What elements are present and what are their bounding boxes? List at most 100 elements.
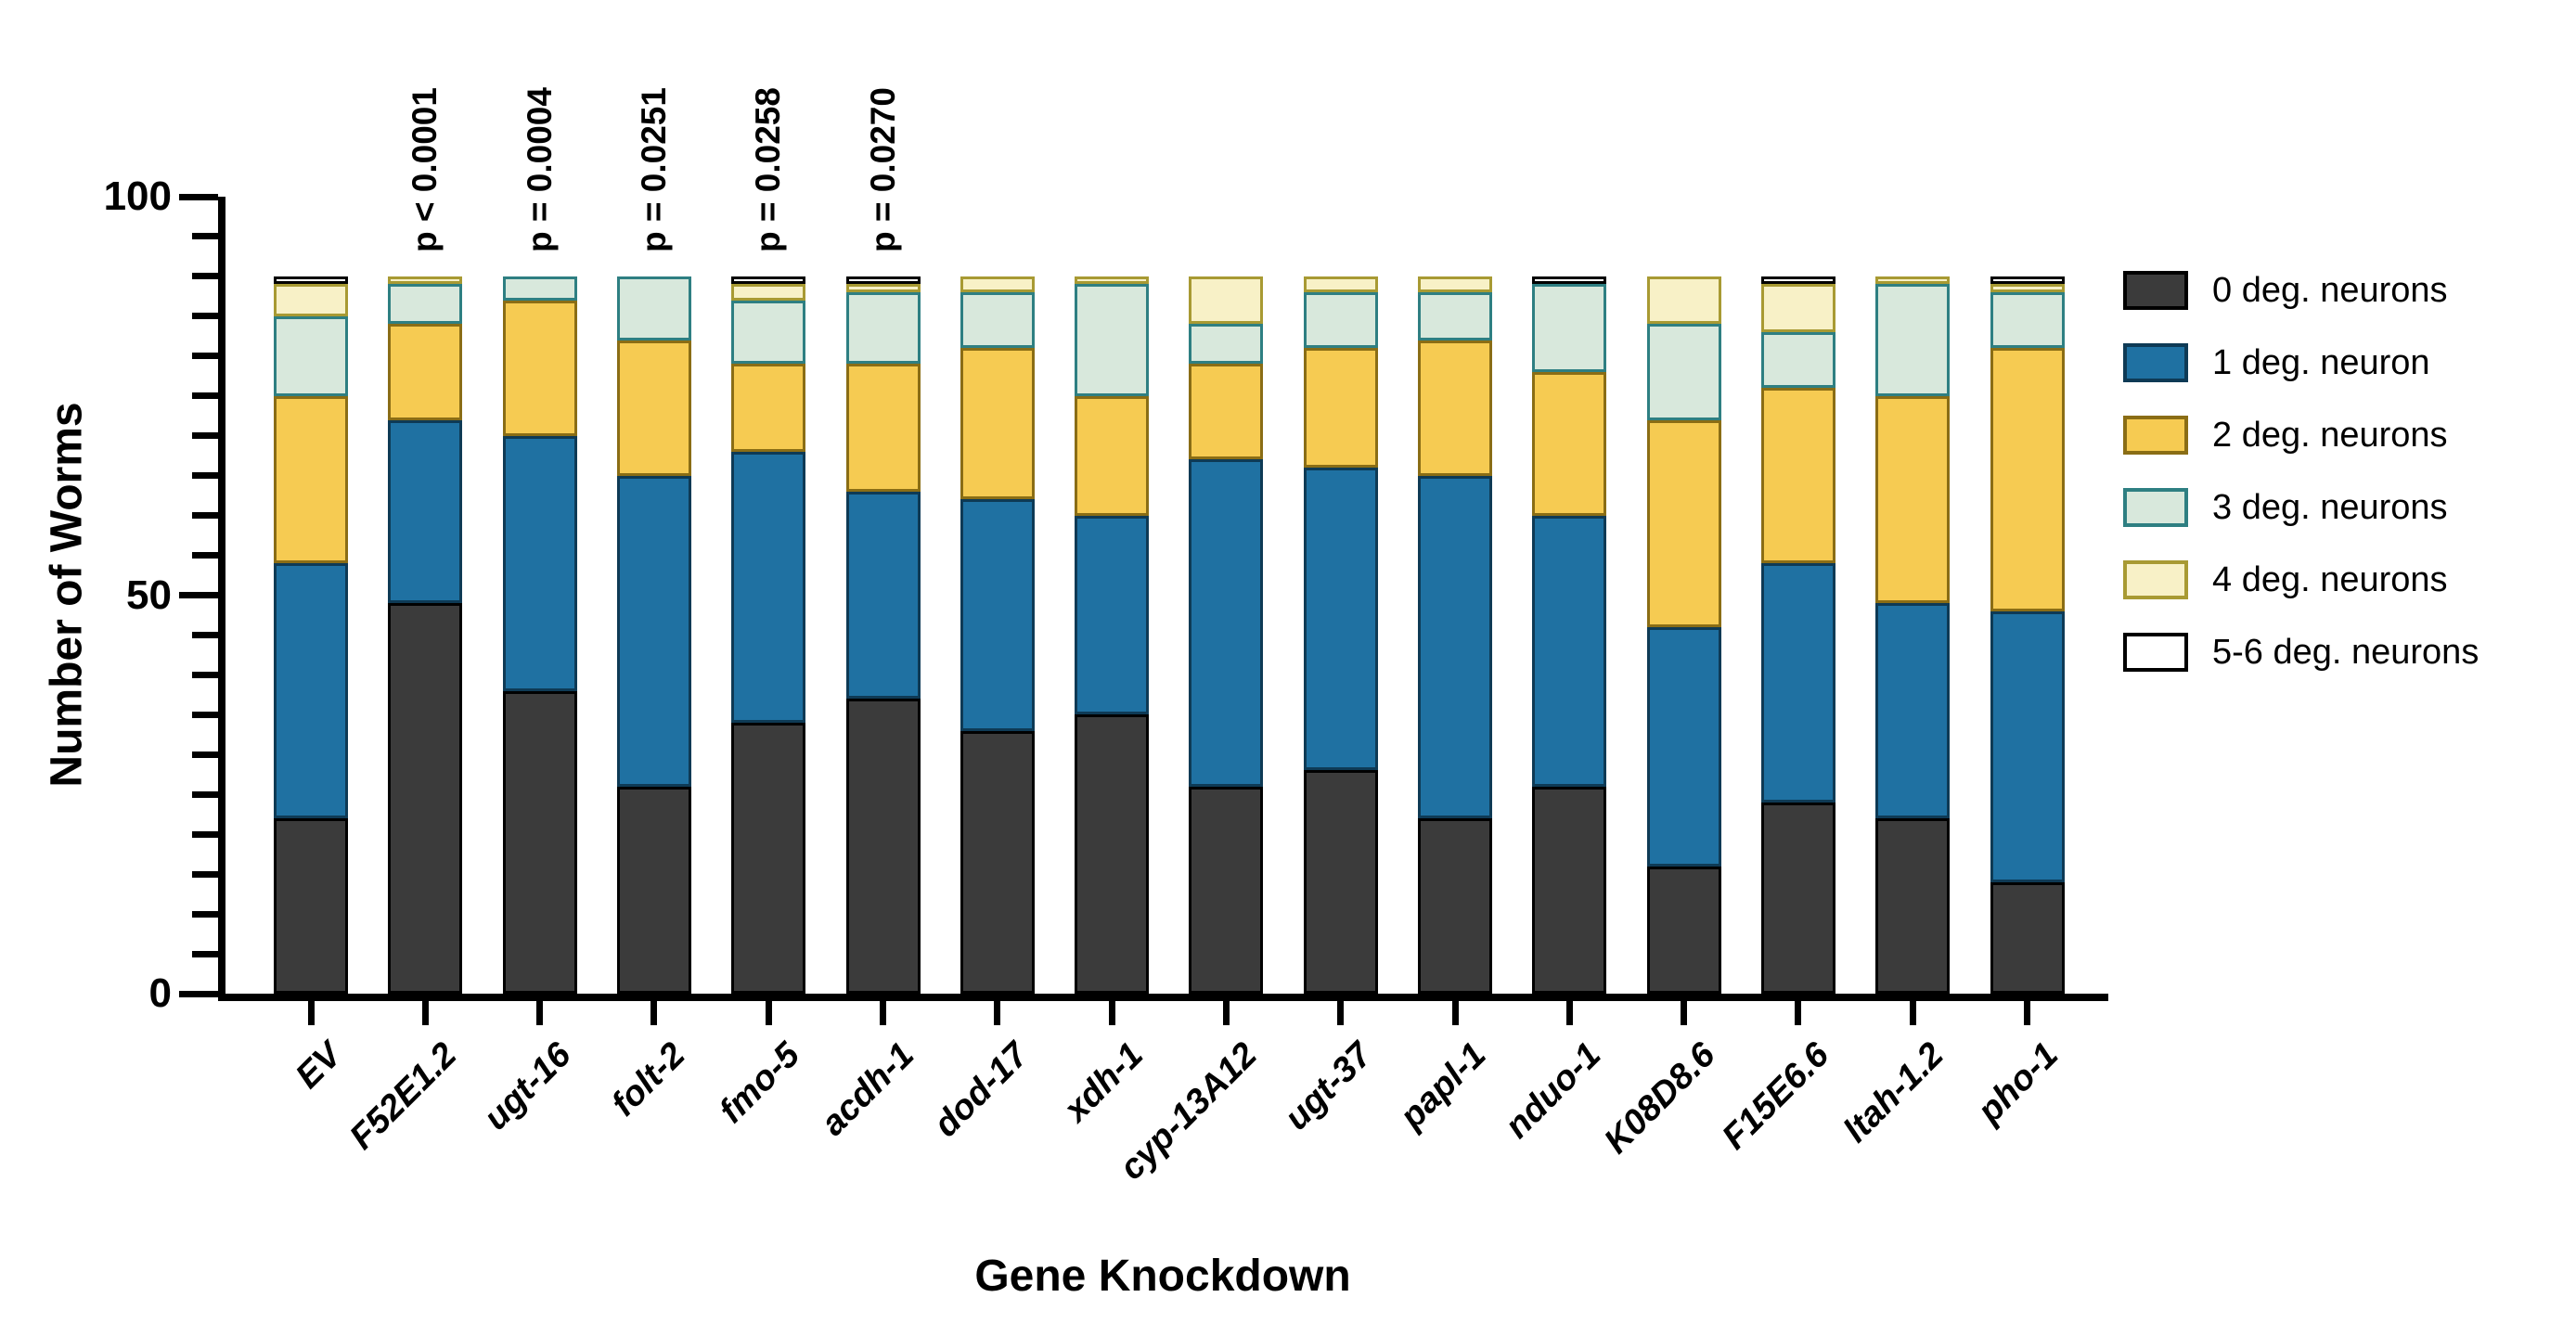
bar-segment-fmo-5 xyxy=(731,284,806,301)
x-tick xyxy=(1222,1001,1230,1025)
bar-segment-ugt-37 xyxy=(1303,276,1378,293)
bar-segment-K08D8.6 xyxy=(1646,324,1721,420)
bar-segment-papl-1 xyxy=(1418,818,1492,994)
x-tick-label: fmo-5 xyxy=(712,1035,807,1131)
legend-swatch xyxy=(2123,271,2188,310)
bar-segment-nduo-1 xyxy=(1532,284,1607,372)
bar-segment-ltah-1.2 xyxy=(1875,603,1951,818)
bar-segment-pho-1 xyxy=(1990,610,2065,882)
bar-segment-K08D8.6 xyxy=(1646,276,1721,325)
bar-segment-F52E1.2 xyxy=(388,324,463,420)
bar-segment-cyp-13A12 xyxy=(1189,364,1264,460)
x-tick xyxy=(307,1001,315,1025)
bar-segment-dod-17 xyxy=(960,730,1035,994)
bar-segment-ltah-1.2 xyxy=(1875,284,1951,396)
bar-segment-nduo-1 xyxy=(1532,371,1607,516)
bar-segment-acdh-1 xyxy=(845,292,921,365)
p-value-annotation: p = 0.0270 xyxy=(863,87,902,252)
legend-swatch xyxy=(2123,560,2188,599)
bar-segment-fmo-5 xyxy=(731,451,806,723)
x-tick xyxy=(650,1001,658,1025)
bar-segment-EV xyxy=(274,818,348,994)
x-tick-label: papl-1 xyxy=(1392,1035,1494,1137)
bar-segment-xdh-1 xyxy=(1075,395,1150,516)
bar-segment-acdh-1 xyxy=(845,491,921,700)
bar-segment-dod-17 xyxy=(960,499,1035,731)
x-tick xyxy=(994,1001,1001,1025)
bar-segment-papl-1 xyxy=(1418,475,1492,818)
y-tick-label: 50 xyxy=(126,572,172,618)
bar-segment-F15E6.6 xyxy=(1760,388,1835,564)
legend-swatch xyxy=(2123,633,2188,672)
bar-segment-ugt-16 xyxy=(502,435,577,691)
bar-segment-K08D8.6 xyxy=(1646,419,1721,627)
bar-segment-EV xyxy=(274,284,348,316)
bar-segment-K08D8.6 xyxy=(1646,866,1721,994)
bar-segment-cyp-13A12 xyxy=(1189,459,1264,787)
bar-segment-acdh-1 xyxy=(845,276,921,285)
y-tick xyxy=(192,751,218,758)
bar-segment-pho-1 xyxy=(1990,881,2065,994)
bar-segment-papl-1 xyxy=(1418,276,1492,293)
bar-segment-F15E6.6 xyxy=(1760,284,1835,333)
bar-segment-ltah-1.2 xyxy=(1875,395,1951,604)
bar-segment-acdh-1 xyxy=(845,699,921,994)
bar-segment-fmo-5 xyxy=(731,276,806,285)
p-value-annotation: p = 0.0251 xyxy=(634,87,673,252)
legend-label: 0 deg. neurons xyxy=(2212,271,2448,310)
legend-label: 5-6 deg. neurons xyxy=(2212,633,2479,672)
x-tick-label: ugt-16 xyxy=(475,1035,579,1138)
x-tick-label: F15E6.6 xyxy=(1715,1035,1837,1158)
bar-segment-EV xyxy=(274,276,348,285)
bar-segment-xdh-1 xyxy=(1075,276,1150,285)
y-tick xyxy=(192,631,218,638)
bar-segment-ugt-16 xyxy=(502,276,577,301)
bar-segment-folt-2 xyxy=(616,276,691,340)
bar-segment-acdh-1 xyxy=(845,284,921,293)
y-tick xyxy=(192,552,218,559)
bar-segment-EV xyxy=(274,395,348,564)
bar-segment-folt-2 xyxy=(616,475,691,787)
y-tick xyxy=(192,711,218,718)
bar-segment-ugt-16 xyxy=(502,690,577,994)
x-axis-title: Gene Knockdown xyxy=(974,1252,1351,1301)
bar-segment-dod-17 xyxy=(960,348,1035,500)
y-tick xyxy=(179,592,218,598)
bar-segment-xdh-1 xyxy=(1075,284,1150,396)
bar-segment-ugt-37 xyxy=(1303,770,1378,994)
bar-segment-ltah-1.2 xyxy=(1875,276,1951,285)
p-value-annotation: p < 0.0001 xyxy=(406,87,444,252)
bar-segment-pho-1 xyxy=(1990,348,2065,611)
x-tick-label: K08D8.6 xyxy=(1596,1035,1723,1162)
legend-label: 3 deg. neurons xyxy=(2212,488,2448,527)
bar-segment-fmo-5 xyxy=(731,722,806,994)
legend-swatch xyxy=(2123,343,2188,382)
y-tick xyxy=(192,432,218,440)
x-tick-label: EV xyxy=(289,1035,350,1097)
legend-swatch xyxy=(2123,488,2188,527)
x-tick-label: acdh-1 xyxy=(813,1035,922,1144)
bar-segment-F52E1.2 xyxy=(388,603,463,994)
y-tick xyxy=(192,392,218,400)
bar-segment-xdh-1 xyxy=(1075,515,1150,715)
y-tick xyxy=(192,671,218,678)
bar-segment-EV xyxy=(274,315,348,396)
bar-segment-cyp-13A12 xyxy=(1189,324,1264,365)
x-axis-line xyxy=(218,994,2108,1001)
bar-segment-ugt-37 xyxy=(1303,468,1378,771)
bar-segment-pho-1 xyxy=(1990,292,2065,349)
bar-segment-papl-1 xyxy=(1418,292,1492,340)
y-tick xyxy=(192,512,218,520)
y-tick xyxy=(192,273,218,280)
y-axis-line xyxy=(218,197,225,1001)
x-tick xyxy=(765,1001,772,1025)
bar-segment-fmo-5 xyxy=(731,364,806,452)
y-tick xyxy=(192,233,218,240)
x-tick xyxy=(1909,1001,1916,1025)
bar-segment-EV xyxy=(274,563,348,818)
bar-segment-pho-1 xyxy=(1990,276,2065,285)
bar-segment-folt-2 xyxy=(616,340,691,476)
y-tick xyxy=(192,830,218,838)
bar-segment-dod-17 xyxy=(960,276,1035,293)
